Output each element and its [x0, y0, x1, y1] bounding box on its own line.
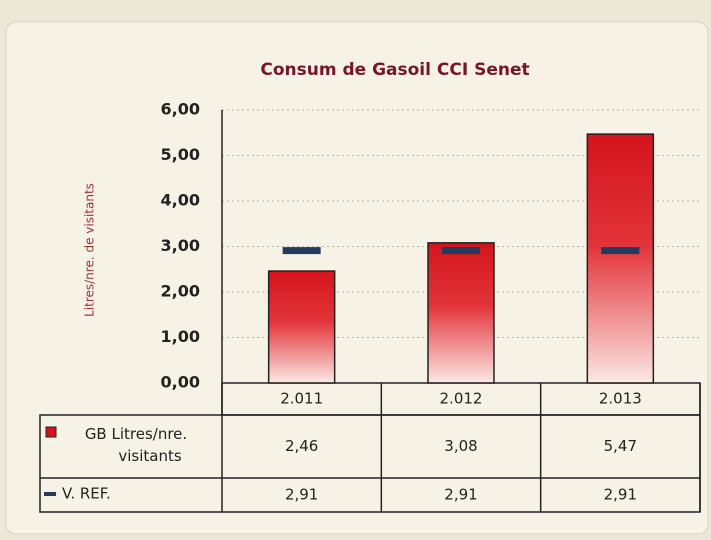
y-tick-label: 0,00 [161, 373, 200, 392]
y-tick-label: 4,00 [161, 191, 200, 210]
y-tick-label: 5,00 [161, 145, 200, 164]
reference-marker [282, 247, 321, 255]
table-value: 2,91 [444, 486, 477, 504]
legend-swatch [44, 492, 56, 496]
y-tick-label: 2,00 [161, 282, 200, 301]
legend-label: GB Litres/nre. visitants [85, 425, 187, 465]
y-tick-label: 3,00 [161, 236, 200, 255]
reference-marker [442, 247, 480, 255]
table-value: 2,91 [604, 486, 637, 504]
y-axis-label: Litres/nre. de visitants [83, 183, 97, 317]
bar [267, 270, 336, 384]
table-value: 5,47 [604, 437, 637, 455]
table-value: 3,08 [444, 437, 477, 455]
table-value: 2,46 [285, 437, 318, 455]
reference-marker [601, 247, 640, 255]
x-tick-label: 2.013 [599, 390, 642, 408]
bar [427, 242, 495, 384]
chart-title: Consum de Gasoil CCI Senet [260, 60, 529, 80]
legend-label: V. REF. [62, 485, 111, 503]
y-tick-label: 6,00 [161, 100, 200, 119]
table-value: 2,91 [285, 486, 318, 504]
x-tick-label: 2.011 [280, 390, 323, 408]
legend-swatch [45, 426, 57, 438]
y-tick-label: 1,00 [161, 327, 200, 346]
x-tick-label: 2.012 [440, 390, 483, 408]
panel [5, 21, 709, 535]
bar [586, 133, 655, 384]
